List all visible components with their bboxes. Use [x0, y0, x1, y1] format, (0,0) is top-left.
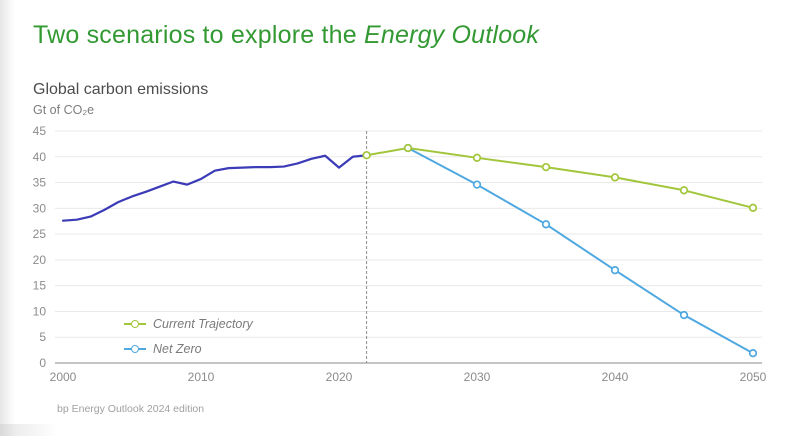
page-title-emphasis: Energy Outlook: [363, 21, 540, 49]
y-tick-label: 25: [33, 227, 47, 241]
legend-item-current-trajectory: Current Trajectory: [124, 317, 253, 331]
data-point-marker: [403, 143, 413, 153]
x-tick-label: 2020: [326, 370, 353, 384]
data-point-marker: [541, 220, 551, 229]
legend: Current Trajectory Net Zero: [124, 317, 253, 367]
x-tick-label: 2040: [602, 370, 629, 384]
y-tick-label: 5: [39, 330, 46, 344]
data-point-marker: [748, 203, 758, 212]
legend-label-net-zero: Net Zero: [153, 342, 202, 356]
y-tick-label: 35: [33, 176, 47, 190]
data-point-marker: [472, 180, 482, 189]
data-point-marker: [541, 162, 551, 172]
x-tick-label: 2010: [188, 370, 215, 384]
chart-title: Global carbon emissions: [33, 81, 209, 98]
data-point-marker: [679, 186, 689, 195]
data-point-marker: [748, 349, 758, 358]
page-title-prefix: Two scenarios to explore the: [33, 21, 364, 49]
y-tick-label: 40: [33, 150, 47, 164]
legend-item-net-zero: Net Zero: [124, 342, 253, 356]
historical-line: [61, 154, 368, 222]
chart-unit-label: Gt of CO₂e: [33, 103, 95, 117]
page-title: Two scenarios to explore the Energy Outl…: [33, 21, 539, 50]
legend-label-current-trajectory: Current Trajectory: [153, 317, 253, 331]
marker-dot-icon: [131, 345, 139, 353]
net-zero-swatch-icon: [124, 345, 146, 353]
y-tick-label: 20: [33, 253, 47, 267]
current-trajectory-swatch-icon: [124, 320, 146, 328]
y-tick-label: 45: [33, 124, 47, 138]
data-point-marker: [610, 266, 620, 275]
y-tick-label: 30: [33, 201, 47, 215]
x-tick-label: 2050: [740, 370, 767, 384]
y-tick-label: 0: [39, 356, 46, 370]
data-point-marker: [472, 153, 482, 162]
y-tick-label: 15: [33, 279, 47, 293]
y-tick-label: 10: [33, 304, 47, 318]
x-tick-label: 2030: [464, 370, 491, 384]
data-point-marker: [610, 173, 620, 182]
net-zero-line: [407, 147, 754, 355]
data-point-marker: [679, 310, 689, 320]
x-tick-label: 2000: [50, 370, 77, 384]
marker-dot-icon: [131, 320, 139, 328]
source-footer: bp Energy Outlook 2024 edition: [57, 403, 205, 415]
data-point-marker: [362, 151, 371, 160]
